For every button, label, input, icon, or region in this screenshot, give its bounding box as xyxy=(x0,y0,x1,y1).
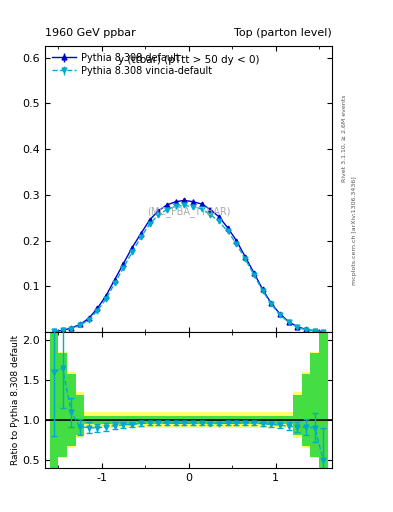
Bar xyxy=(119,412,128,429)
Text: (MC_FBA_TTBAR): (MC_FBA_TTBAR) xyxy=(147,206,230,218)
Bar xyxy=(267,412,275,429)
Bar xyxy=(232,412,241,429)
Bar xyxy=(250,416,258,424)
Bar xyxy=(163,412,171,429)
Bar xyxy=(232,416,241,424)
Bar xyxy=(163,416,171,424)
Bar xyxy=(206,416,215,424)
Text: y (ttbar) (pTtt > 50 dy < 0): y (ttbar) (pTtt > 50 dy < 0) xyxy=(118,55,259,65)
Bar xyxy=(293,395,302,435)
Bar xyxy=(145,412,154,429)
Bar xyxy=(223,412,232,429)
Bar xyxy=(275,412,284,429)
Bar xyxy=(189,416,197,424)
Bar xyxy=(310,353,319,457)
Bar xyxy=(84,416,93,424)
Bar xyxy=(50,332,58,468)
Bar xyxy=(75,395,84,435)
Bar xyxy=(180,412,189,429)
Bar xyxy=(84,412,93,429)
Bar xyxy=(128,412,136,429)
Bar xyxy=(180,416,189,424)
Bar xyxy=(110,412,119,429)
Bar xyxy=(67,374,75,446)
Y-axis label: Ratio to Pythia 8.308 default: Ratio to Pythia 8.308 default xyxy=(11,335,20,465)
Bar xyxy=(284,416,293,424)
Bar xyxy=(215,412,223,429)
Bar xyxy=(241,416,250,424)
Bar xyxy=(284,412,293,429)
Bar xyxy=(171,416,180,424)
Bar xyxy=(119,416,128,424)
Bar xyxy=(110,416,119,424)
Text: Rivet 3.1.10, ≥ 2.6M events: Rivet 3.1.10, ≥ 2.6M events xyxy=(342,95,347,182)
Bar xyxy=(136,416,145,424)
Bar xyxy=(93,412,102,429)
Bar xyxy=(206,412,215,429)
Text: Top (parton level): Top (parton level) xyxy=(234,28,332,38)
Bar xyxy=(319,332,328,468)
Bar xyxy=(145,416,154,424)
Bar xyxy=(302,374,310,446)
Bar xyxy=(293,392,302,438)
Bar xyxy=(258,416,267,424)
Bar xyxy=(102,416,110,424)
Bar xyxy=(197,416,206,424)
Bar xyxy=(93,416,102,424)
Bar xyxy=(58,353,67,457)
Bar xyxy=(58,352,67,458)
Bar xyxy=(154,416,163,424)
Bar xyxy=(258,412,267,429)
Bar xyxy=(302,372,310,449)
Bar xyxy=(223,416,232,424)
Text: mcplots.cern.ch [arXiv:1306.3436]: mcplots.cern.ch [arXiv:1306.3436] xyxy=(352,176,357,285)
Text: 1960 GeV ppbar: 1960 GeV ppbar xyxy=(45,28,136,38)
Bar xyxy=(215,416,223,424)
Bar xyxy=(102,412,110,429)
Bar xyxy=(50,332,58,468)
Bar xyxy=(189,412,197,429)
Bar xyxy=(154,412,163,429)
Bar xyxy=(197,412,206,429)
Bar xyxy=(267,416,275,424)
Bar xyxy=(75,392,84,438)
Bar xyxy=(128,416,136,424)
Bar xyxy=(67,372,75,449)
Bar xyxy=(319,332,328,468)
Bar xyxy=(136,412,145,429)
Bar xyxy=(310,352,319,458)
Bar xyxy=(171,412,180,429)
Bar xyxy=(275,416,284,424)
Bar xyxy=(241,412,250,429)
Legend: Pythia 8.308 default, Pythia 8.308 vincia-default: Pythia 8.308 default, Pythia 8.308 vinci… xyxy=(50,51,214,78)
Bar xyxy=(250,412,258,429)
